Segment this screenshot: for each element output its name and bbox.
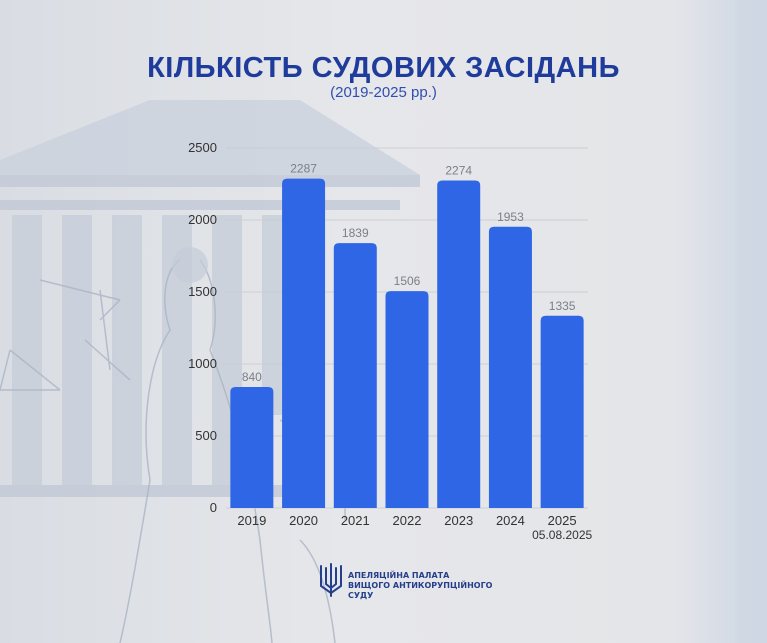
x-tick-label: 2020 <box>289 513 318 528</box>
bar-value-label: 1839 <box>342 226 369 240</box>
x-tick-label: 2023 <box>444 513 473 528</box>
bar <box>437 180 481 508</box>
bar <box>333 243 377 508</box>
bar-value-label: 1335 <box>549 299 576 313</box>
bar <box>385 291 429 508</box>
y-tick-label: 0 <box>210 500 217 515</box>
bar-value-label: 840 <box>242 370 262 384</box>
bar <box>540 315 584 508</box>
x-tick-label: 2022 <box>393 513 422 528</box>
y-tick-label: 2500 <box>188 140 217 155</box>
court-name-line1: АПЕЛЯЦІЙНА ПАЛАТА <box>348 571 450 580</box>
x-tick-label: 2024 <box>496 513 525 528</box>
bar-value-label: 2274 <box>445 164 472 178</box>
x-tick-label: 2019 <box>237 513 266 528</box>
x-tick-label: 2025 <box>548 513 577 528</box>
x-tick-sublabel: 05.08.2025 <box>532 528 592 542</box>
bar <box>488 226 532 508</box>
court-name-line3: СУДУ <box>348 591 374 600</box>
page-subtitle: (2019-2025 рр.) <box>330 84 437 101</box>
y-tick-label: 1500 <box>188 284 217 299</box>
bar <box>230 387 274 508</box>
bar <box>282 178 326 508</box>
y-tick-label: 500 <box>195 428 217 443</box>
y-tick-label: 1000 <box>188 356 217 371</box>
court-logo: АПЕЛЯЦІЙНА ПАЛАТА ВИЩОГО АНТИКОРУПЦІЙНОГ… <box>318 560 518 600</box>
page-title: КІЛЬКІСТЬ СУДОВИХ ЗАСІДАНЬ <box>147 52 620 84</box>
court-name-line2: ВИЩОГО АНТИКОРУПЦІЙНОГО <box>348 581 493 590</box>
y-tick-label: 2000 <box>188 212 217 227</box>
bar-value-label: 1506 <box>394 274 421 288</box>
court-name: АПЕЛЯЦІЙНА ПАЛАТА ВИЩОГО АНТИКОРУПЦІЙНОГ… <box>348 571 492 601</box>
trident-emblem-icon <box>320 563 342 597</box>
x-tick-label: 2021 <box>341 513 370 528</box>
bar-value-label: 1953 <box>497 210 524 224</box>
bar-value-label: 2287 <box>290 162 317 176</box>
